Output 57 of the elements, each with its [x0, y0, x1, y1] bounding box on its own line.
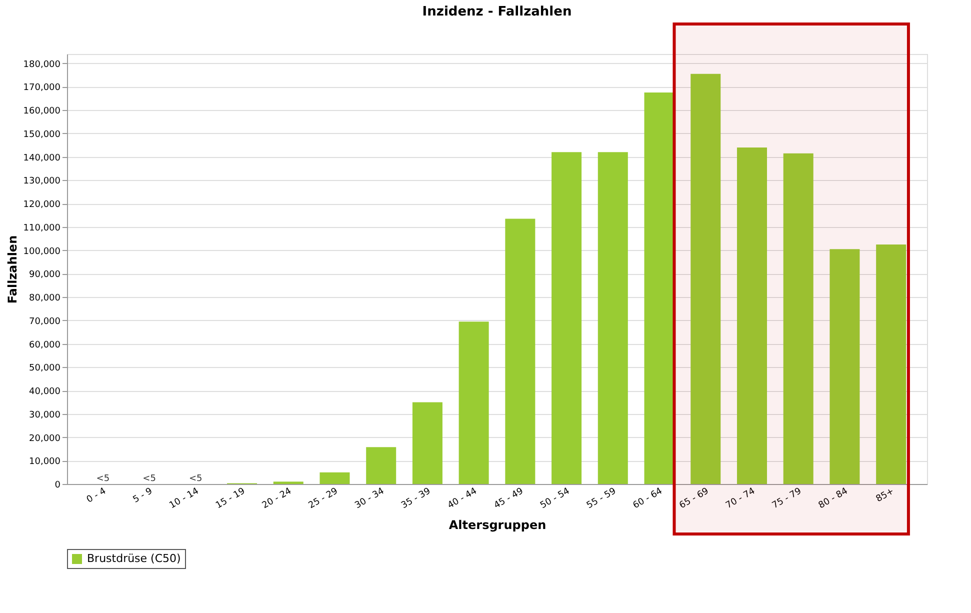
x-tick-label: 65 - 69	[678, 486, 711, 512]
data-label: <5	[96, 474, 110, 484]
y-tick-label: 170,000	[23, 83, 61, 94]
bar	[412, 402, 442, 484]
y-tick-label: 60,000	[29, 340, 61, 350]
bar	[366, 447, 396, 484]
y-tick-label: 40,000	[29, 387, 61, 398]
y-tick-label: 30,000	[29, 410, 61, 420]
bar	[783, 153, 814, 484]
x-tick-label: 70 - 74	[724, 486, 758, 512]
y-tick-label: 10,000	[29, 457, 61, 468]
chart-title: Inzidenz - Fallzahlen	[422, 4, 572, 20]
y-tick-label: 140,000	[23, 153, 61, 164]
x-tick-label: 55 - 59	[585, 486, 618, 512]
y-tick-label: 160,000	[23, 106, 61, 117]
bar	[736, 147, 767, 484]
y-tick-label: 0	[54, 480, 61, 490]
x-tick-label: 40 - 44	[446, 486, 480, 512]
bar	[320, 472, 350, 484]
y-tick-label: 100,000	[23, 246, 61, 257]
x-tick-label: 25 - 29	[307, 486, 340, 512]
legend-label: Brustdrüse (C50)	[87, 552, 181, 565]
y-tick-label: 80,000	[29, 294, 61, 304]
bar	[690, 74, 721, 484]
x-tick-label: 75 - 79	[770, 486, 804, 512]
x-tick-label: 50 - 54	[538, 486, 572, 512]
y-tick-label: 90,000	[29, 270, 61, 280]
x-tick-label: 15 - 19	[214, 486, 248, 512]
y-tick-label: 150,000	[23, 130, 61, 140]
x-tick-label: 30 - 34	[353, 486, 386, 512]
y-tick-label: 110,000	[23, 223, 61, 234]
x-tick-label: 0 - 4	[85, 486, 108, 506]
x-tick-label: 45 - 49	[492, 486, 526, 512]
bar	[505, 218, 536, 484]
y-tick-label: 20,000	[29, 434, 61, 444]
bar	[830, 249, 860, 484]
y-tick-label: 50,000	[29, 364, 61, 374]
bar	[458, 322, 489, 484]
x-tick-label: 85+	[874, 486, 896, 505]
x-tick-label: 20 - 24	[260, 486, 294, 512]
x-axis-title: Altersgruppen	[448, 518, 546, 532]
bar	[644, 92, 674, 484]
y-tick-label: 120,000	[23, 200, 61, 210]
data-label: <5	[189, 474, 202, 484]
y-tick-label: 180,000	[23, 60, 61, 70]
bar	[598, 152, 628, 484]
data-label: <5	[142, 474, 156, 484]
x-tick-label: 10 - 14	[168, 486, 201, 512]
x-tick-label: 35 - 39	[400, 486, 433, 512]
y-axis-title: Fallzahlen	[5, 235, 20, 304]
bar	[876, 244, 906, 484]
x-tick-label: 5 - 9	[132, 486, 155, 506]
y-tick-label: 130,000	[23, 176, 61, 187]
x-tick-label: 80 - 84	[817, 486, 850, 512]
y-tick-label: 70,000	[29, 316, 61, 327]
x-tick-label: 60 - 64	[632, 486, 664, 512]
bar	[552, 152, 582, 484]
